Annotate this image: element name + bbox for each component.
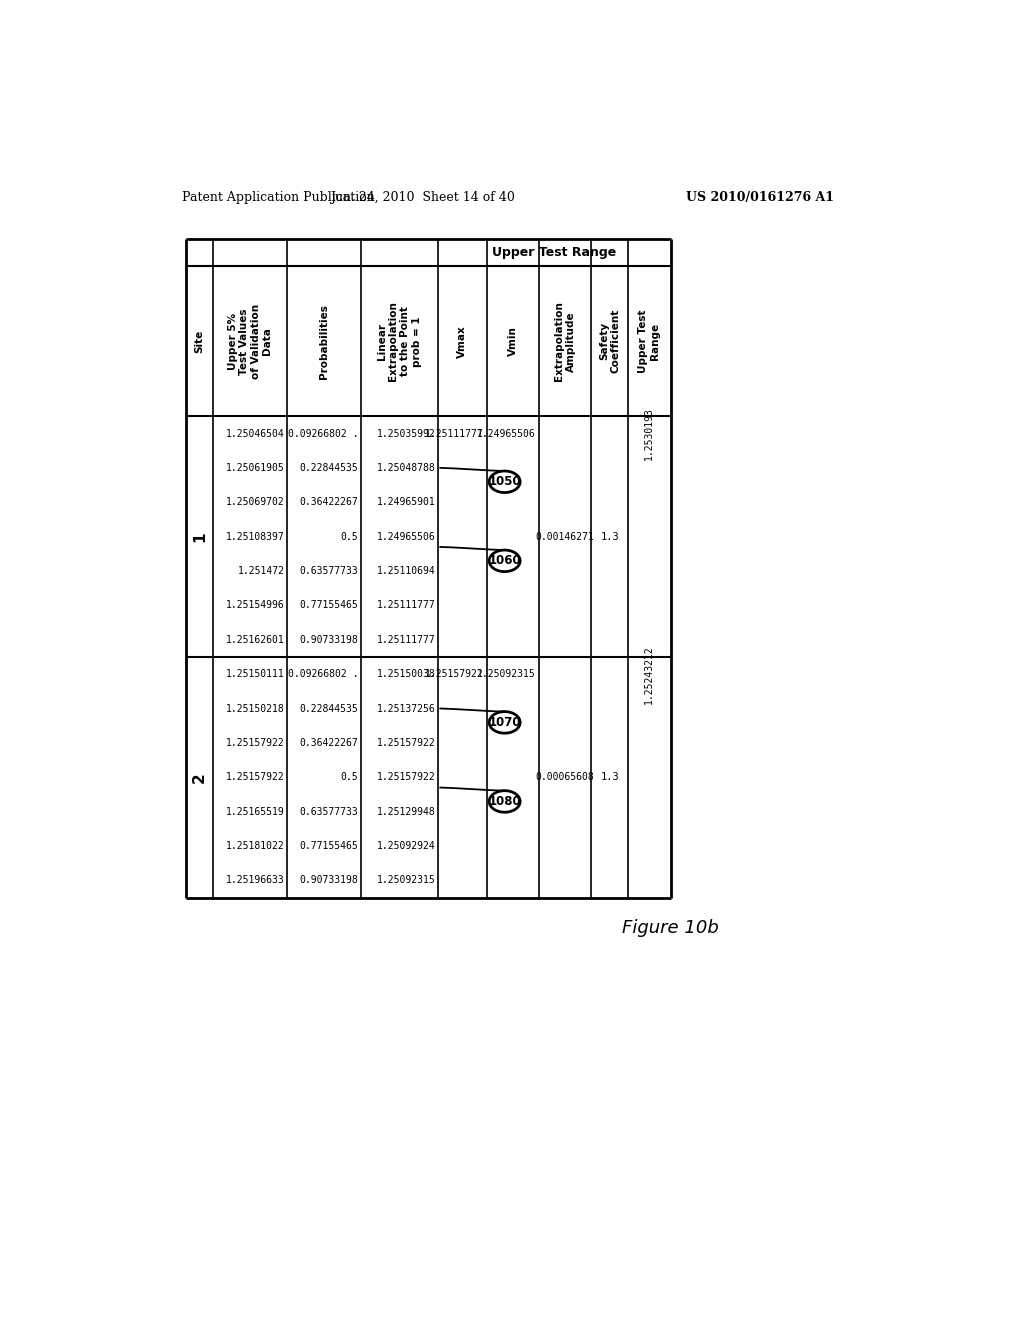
- Text: 1.25092315: 1.25092315: [377, 875, 435, 886]
- Text: Extrapolation
Amplitude: Extrapolation Amplitude: [554, 301, 575, 381]
- Text: 1.25157922: 1.25157922: [226, 772, 285, 783]
- Text: 1.25111777: 1.25111777: [377, 635, 435, 644]
- Text: 0.63577733: 0.63577733: [299, 566, 358, 576]
- Text: 1.25129948: 1.25129948: [377, 807, 435, 817]
- Text: 1.25092315: 1.25092315: [477, 669, 536, 680]
- Text: 0.90733198: 0.90733198: [299, 635, 358, 644]
- Text: 1060: 1060: [488, 554, 521, 568]
- Text: 0.09266802 .: 0.09266802 .: [288, 429, 358, 438]
- Text: 1.2530193: 1.2530193: [644, 407, 654, 459]
- Text: 1070: 1070: [488, 715, 521, 729]
- Text: 1.25157922: 1.25157922: [425, 669, 483, 680]
- Text: Site: Site: [195, 330, 205, 352]
- Text: 0.36422267: 0.36422267: [299, 498, 358, 507]
- Text: 1.25061905: 1.25061905: [226, 463, 285, 473]
- Text: 1.25137256: 1.25137256: [377, 704, 435, 714]
- Text: 1.25157922: 1.25157922: [377, 738, 435, 748]
- Text: 0.63577733: 0.63577733: [299, 807, 358, 817]
- Text: Upper Test Range: Upper Test Range: [493, 247, 616, 259]
- Text: 1.25165519: 1.25165519: [226, 807, 285, 817]
- Text: 1.25154996: 1.25154996: [226, 601, 285, 610]
- Text: 1: 1: [193, 532, 207, 543]
- Text: 1.25196633: 1.25196633: [226, 875, 285, 886]
- Text: 0.77155465: 0.77155465: [299, 841, 358, 851]
- Text: 0.22844535: 0.22844535: [299, 704, 358, 714]
- Text: Linear
Extrapolation
to the Point
prob = 1: Linear Extrapolation to the Point prob =…: [377, 301, 422, 381]
- Text: 1.25111777: 1.25111777: [377, 601, 435, 610]
- Text: Upper Test
Range: Upper Test Range: [638, 309, 660, 374]
- Text: 0.77155465: 0.77155465: [299, 601, 358, 610]
- Text: 1.24965506: 1.24965506: [377, 532, 435, 541]
- Text: Upper 5%
Test Values
of Validation
Data: Upper 5% Test Values of Validation Data: [227, 304, 272, 379]
- Text: 1.251472: 1.251472: [238, 566, 285, 576]
- Ellipse shape: [489, 550, 520, 572]
- Text: 0.36422267: 0.36422267: [299, 738, 358, 748]
- Text: 1.25150038: 1.25150038: [377, 669, 435, 680]
- Text: Patent Application Publication: Patent Application Publication: [182, 191, 375, 203]
- Text: 1.25157922: 1.25157922: [226, 738, 285, 748]
- Text: Jun. 24, 2010  Sheet 14 of 40: Jun. 24, 2010 Sheet 14 of 40: [330, 191, 515, 203]
- Text: 0.5: 0.5: [341, 532, 358, 541]
- Text: 1.25069702: 1.25069702: [226, 498, 285, 507]
- Text: 1.25243212: 1.25243212: [644, 644, 654, 704]
- Ellipse shape: [489, 471, 520, 492]
- Text: 0.00065608: 0.00065608: [536, 772, 595, 783]
- Text: Figure 10b: Figure 10b: [623, 920, 719, 937]
- Text: 1.25150218: 1.25150218: [226, 704, 285, 714]
- Text: US 2010/0161276 A1: US 2010/0161276 A1: [686, 191, 834, 203]
- Text: 1.25046504: 1.25046504: [226, 429, 285, 438]
- Text: 1.3: 1.3: [600, 772, 620, 783]
- Text: 0.90733198: 0.90733198: [299, 875, 358, 886]
- Text: 1.25111777: 1.25111777: [425, 429, 483, 438]
- Text: 0.22844535: 0.22844535: [299, 463, 358, 473]
- Text: 1.24965901: 1.24965901: [377, 498, 435, 507]
- Text: 1.25048788: 1.25048788: [377, 463, 435, 473]
- Text: 1.25035992: 1.25035992: [377, 429, 435, 438]
- Text: 0.00146271: 0.00146271: [536, 532, 595, 541]
- Text: 0.5: 0.5: [341, 772, 358, 783]
- Text: 1.25110694: 1.25110694: [377, 566, 435, 576]
- Text: Vmin: Vmin: [508, 326, 518, 356]
- Text: 1.25181022: 1.25181022: [226, 841, 285, 851]
- Ellipse shape: [489, 711, 520, 733]
- Text: 1.25092924: 1.25092924: [377, 841, 435, 851]
- Text: 1.25162601: 1.25162601: [226, 635, 285, 644]
- Text: 1.24965506: 1.24965506: [477, 429, 536, 438]
- Text: Vmax: Vmax: [458, 325, 467, 358]
- Text: Safety
Coefficient: Safety Coefficient: [599, 309, 621, 374]
- Ellipse shape: [489, 791, 520, 812]
- Text: 1.25108397: 1.25108397: [226, 532, 285, 541]
- Text: 1050: 1050: [488, 475, 521, 488]
- Text: 1.3: 1.3: [600, 532, 620, 541]
- Text: 1080: 1080: [488, 795, 521, 808]
- Text: 0.09266802 .: 0.09266802 .: [288, 669, 358, 680]
- Text: Probabilities: Probabilities: [318, 304, 329, 379]
- Text: 1.25150111: 1.25150111: [226, 669, 285, 680]
- Text: 2: 2: [193, 772, 207, 783]
- Text: 1.25157922: 1.25157922: [377, 772, 435, 783]
